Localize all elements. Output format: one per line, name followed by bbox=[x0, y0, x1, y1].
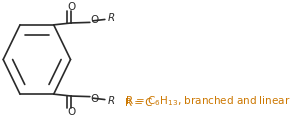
Text: O: O bbox=[67, 2, 75, 12]
Text: R = C: R = C bbox=[125, 98, 153, 108]
Text: R: R bbox=[108, 96, 115, 106]
Text: R = C$_6$H$_{13}$, branched and linear: R = C$_6$H$_{13}$, branched and linear bbox=[125, 94, 291, 108]
Text: R: R bbox=[108, 13, 115, 23]
Text: O: O bbox=[90, 15, 98, 25]
Text: O: O bbox=[67, 107, 75, 117]
Text: O: O bbox=[90, 94, 98, 104]
